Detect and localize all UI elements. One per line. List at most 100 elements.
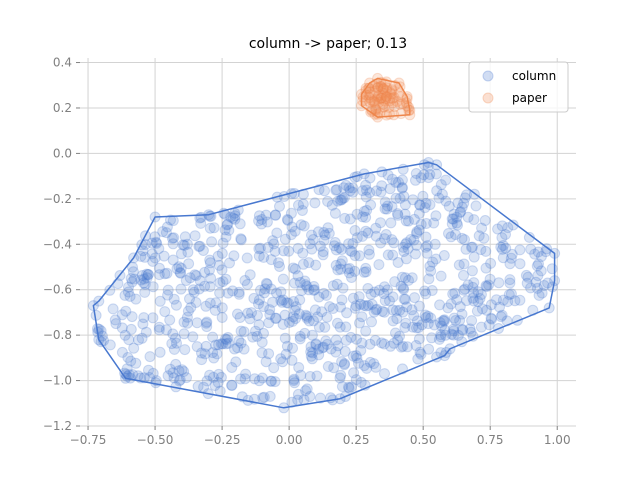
- column-point: [340, 179, 352, 191]
- column-point: [300, 279, 312, 291]
- paper-point: [384, 86, 396, 98]
- column-point: [335, 194, 346, 206]
- column-point: [317, 342, 329, 354]
- column-point: [468, 295, 480, 307]
- column-point: [397, 340, 409, 352]
- paper-point: [364, 86, 376, 98]
- column-point: [402, 243, 414, 255]
- column-point: [306, 353, 318, 365]
- column-point: [289, 225, 301, 237]
- column-point: [332, 264, 344, 276]
- column-point: [199, 348, 211, 360]
- column-point: [251, 310, 263, 321]
- column-point: [450, 229, 461, 241]
- y-tick-label: −0.6: [43, 283, 72, 297]
- column-point: [347, 238, 359, 249]
- column-point: [428, 319, 440, 331]
- column-point: [423, 343, 435, 355]
- column-point: [188, 286, 200, 298]
- column-point: [209, 380, 221, 391]
- column-point: [262, 241, 274, 253]
- column-point: [434, 299, 446, 311]
- column-point: [235, 373, 247, 385]
- column-point: [525, 243, 537, 255]
- column-point: [400, 215, 412, 227]
- column-point: [478, 232, 490, 244]
- column-point: [184, 293, 195, 305]
- column-point: [260, 209, 272, 221]
- column-point: [336, 244, 348, 255]
- column-point: [263, 317, 275, 329]
- column-point: [187, 284, 199, 296]
- column-point: [217, 338, 229, 350]
- column-point: [364, 356, 376, 368]
- column-point: [382, 284, 393, 296]
- column-point: [334, 321, 346, 333]
- column-point: [287, 311, 299, 323]
- column-point: [390, 305, 402, 317]
- column-point: [258, 251, 270, 263]
- column-point: [458, 284, 470, 296]
- y-tick-label: −0.8: [43, 328, 72, 342]
- column-point: [336, 194, 348, 206]
- column-point: [270, 209, 281, 221]
- column-point: [420, 231, 432, 243]
- column-point: [466, 265, 478, 277]
- column-point: [392, 208, 403, 220]
- column-point: [413, 224, 425, 236]
- column-point: [329, 237, 341, 248]
- column-point: [216, 247, 228, 259]
- column-point: [166, 232, 178, 244]
- paper-point: [384, 95, 396, 107]
- column-point: [360, 266, 372, 278]
- column-point: [310, 259, 322, 271]
- column-point: [178, 239, 190, 251]
- column-point: [399, 208, 411, 220]
- column-point: [235, 325, 247, 337]
- column-point: [256, 214, 268, 225]
- column-point: [505, 288, 517, 300]
- column-point: [211, 348, 223, 360]
- column-point: [430, 168, 442, 180]
- column-point: [485, 257, 497, 269]
- column-point: [301, 311, 313, 322]
- column-point: [514, 244, 526, 256]
- column-point: [177, 239, 189, 251]
- x-tick-label: −0.50: [137, 433, 174, 447]
- column-point: [351, 352, 363, 364]
- column-point: [221, 219, 233, 231]
- column-point: [124, 290, 136, 302]
- column-point: [287, 315, 299, 327]
- column-point: [149, 252, 161, 264]
- column-point: [154, 346, 166, 358]
- column-point: [194, 275, 206, 287]
- column-point: [496, 232, 508, 244]
- column-point: [297, 198, 309, 210]
- column-point: [335, 263, 347, 275]
- column-point: [297, 258, 309, 270]
- column-point: [128, 342, 140, 354]
- column-point: [385, 340, 396, 352]
- column-point: [446, 213, 458, 225]
- column-point: [466, 315, 478, 327]
- column-point: [325, 343, 337, 355]
- legend-label-paper: paper: [512, 91, 547, 105]
- column-point: [276, 296, 288, 308]
- column-point: [502, 296, 514, 308]
- column-point: [504, 277, 516, 289]
- column-point: [219, 224, 231, 236]
- column-point: [427, 256, 439, 268]
- y-tick-label: 0.4: [53, 56, 72, 70]
- column-point: [139, 286, 151, 298]
- column-point: [318, 341, 329, 353]
- column-point: [204, 257, 216, 269]
- column-point: [147, 312, 159, 324]
- column-point: [226, 379, 238, 391]
- column-point: [256, 347, 268, 359]
- column-point: [256, 336, 268, 348]
- column-point: [309, 304, 321, 316]
- y-tick-label: −1.2: [43, 419, 72, 433]
- column-point: [403, 215, 414, 227]
- column-point: [159, 306, 171, 318]
- column-point: [452, 219, 463, 231]
